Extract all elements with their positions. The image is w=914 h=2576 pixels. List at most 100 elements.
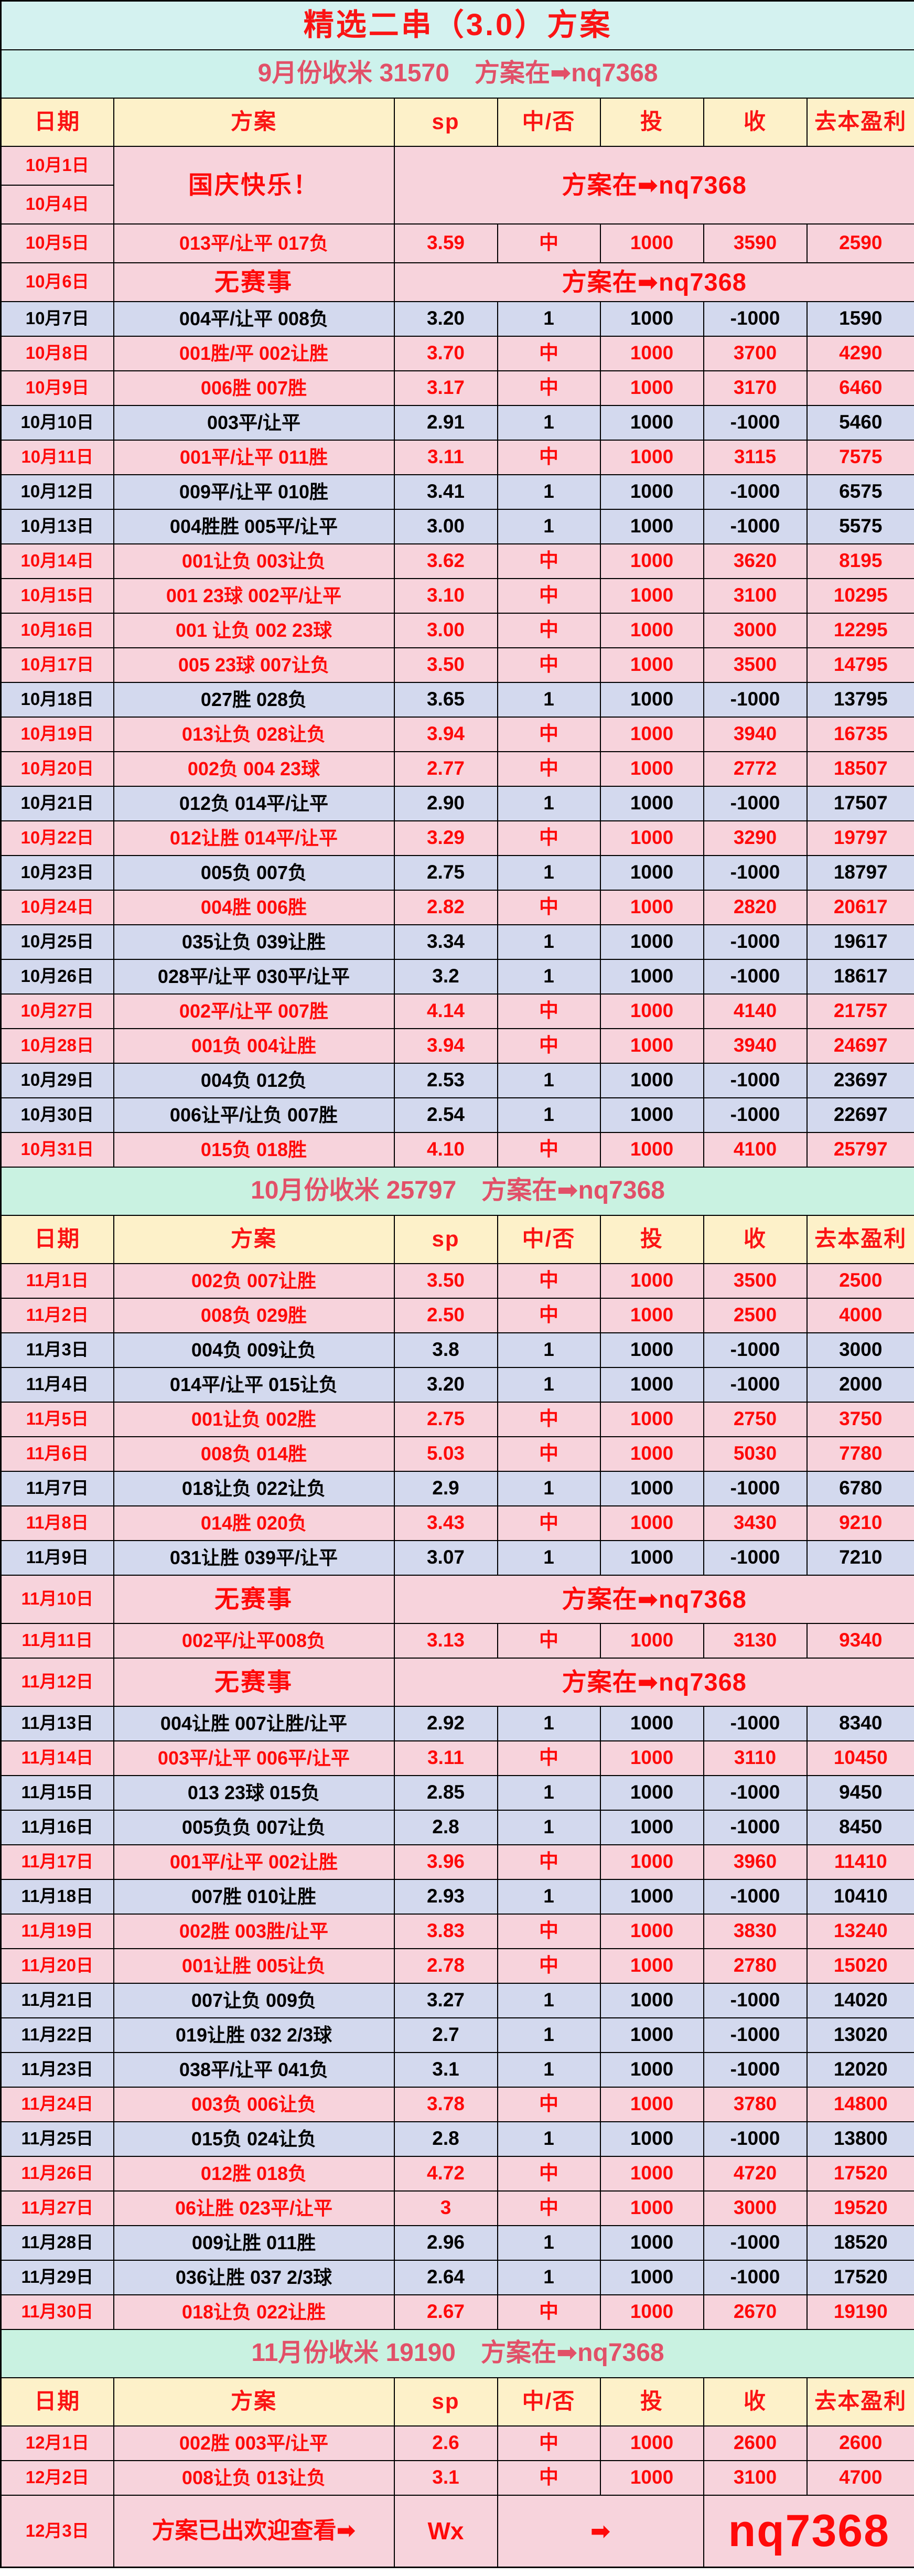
bet-cell: 1000 [599,404,704,441]
sp-cell: 3.59 [393,223,498,263]
sp-cell: 3.00 [393,612,498,648]
receive-cell: 4140 [703,993,808,1029]
profit-cell: 18520 [806,2225,914,2261]
date-cell: 11月18日 [0,1878,114,1915]
profit-cell: 14795 [806,647,914,683]
bet-cell: 1000 [599,1263,704,1299]
profit-cell: 6575 [806,474,914,510]
hit-cell: 1 [497,2225,601,2261]
plan-cell: 001平/让平 002让胜 [113,1844,395,1880]
bet-cell: 1000 [599,1844,704,1880]
column-header: 方案 [113,2377,395,2427]
plan-cell: 009平/让平 010胜 [113,474,395,510]
profit-cell: 8195 [806,543,914,579]
plan-cell: 001负 004让胜 [113,1028,395,1064]
sp-cell: 4.72 [393,2155,498,2192]
plan-cell: 007胜 010让胜 [113,1878,395,1915]
hit-cell: 1 [497,2017,601,2053]
hit-cell: 中 [497,1622,601,1659]
bet-cell: 1000 [599,958,704,995]
date-cell: 10月18日 [0,681,114,718]
sp-cell: 3.43 [393,1505,498,1541]
profit-cell: 4700 [806,2460,914,2496]
table-row: 10月22日 012让胜 014平/让平 3.29 中 1000 3290 19797 [0,820,914,856]
receive-cell: -1000 [703,474,808,510]
receive-cell: -1000 [703,1062,808,1098]
table-row: 10月24日 004胜 006胜 2.82 中 1000 2820 20617 [0,889,914,925]
profit-cell: 19190 [806,2294,914,2330]
date-cell: 10月7日 [0,301,114,337]
column-header: sp [393,97,498,147]
month-summary-row: 11月份收米 19190 方案在➡nq7368 [0,2328,914,2378]
column-header: 收 [703,97,808,147]
plan-cell: 国庆快乐！ [113,145,395,225]
plan-cell: 035让负 039让胜 [113,924,395,960]
plan-cell: 002胜 003平/让平 [113,2425,395,2461]
date-cell: 10月28日 [0,1028,114,1064]
table-row: 10月20日 002负 004 23球 2.77 中 1000 2772 18507 [0,751,914,787]
table-row: 11月11日 002平/让平008负 3.13 中 1000 3130 9340 [0,1622,914,1659]
table-row: 10月21日 012负 014平/让平 2.90 1 1000 -1000 17507 [0,785,914,821]
date-cell: 11月6日 [0,1436,114,1472]
sp-cell: 2.7 [393,2017,498,2053]
hit-cell: 中 [497,889,601,925]
table-row: 11月25日 015负 024让负 2.8 1 1000 -1000 13800 [0,2121,914,2157]
date-cell: 10月30日 [0,1097,114,1133]
date-cell: 11月13日 [0,1705,114,1741]
sp-cell: 2.6 [393,2425,498,2461]
plan-cell: 001 23球 002平/让平 [113,578,395,614]
hit-cell: 1 [497,681,601,718]
date-cell: 10月21日 [0,785,114,821]
column-header-row: 日期 方案 sp 中/否投收去本盈利 [0,2377,914,2427]
column-header-row: 日期 方案 sp 中/否投收去本盈利 [0,1214,914,1264]
receive-cell: 3000 [703,2190,808,2226]
bet-cell: 1000 [599,1809,704,1845]
receive-cell: 3780 [703,2086,808,2122]
hit-cell: 中 [497,2460,601,2496]
sp-cell: 3 [393,2190,498,2226]
column-header: sp [393,2377,498,2427]
plan-cell: 无赛事 [113,1574,395,1624]
hit-cell: 中 [497,223,601,263]
profit-cell: 13020 [806,2017,914,2053]
date-cell: 11月9日 [0,1540,114,1576]
receive-cell: 3830 [703,1913,808,1949]
hit-cell: 1 [497,958,601,995]
column-header: 去本盈利 [806,2377,914,2427]
receive-cell: -1000 [703,1982,808,2018]
sp-cell: 3.2 [393,958,498,995]
hit-cell: 1 [497,1097,601,1133]
table-row: 11月24日 003负 006让负 3.78 中 1000 3780 14800 [0,2086,914,2122]
sp-cell: 3.94 [393,1028,498,1064]
hit-cell: 中 [497,1401,601,1437]
table-row: 11月14日 003平/让平 006平/让平 3.11 中 1000 3110 10450 [0,1740,914,1776]
bet-cell: 1000 [599,1062,704,1098]
date-cell: 10月16日 [0,612,114,648]
no-match-row: 10月6日 无赛事 方案在➡nq7368 [0,262,914,302]
sp-cell: 2.93 [393,1878,498,1915]
sp-cell: 3.29 [393,820,498,856]
month-summary: 10月份收米 25797 方案在➡nq7368 [0,1166,914,1216]
hit-cell: 1 [497,1470,601,1506]
receive-cell: -1000 [703,301,808,337]
column-header: 方案 [113,97,395,147]
hit-cell: 中 [497,1028,601,1064]
sp-cell: 3.41 [393,474,498,510]
date-cell: 11月23日 [0,2051,114,2088]
bet-cell: 1000 [599,854,704,891]
bet-cell: 1000 [599,1982,704,2018]
plan-cell: 002平/让平008负 [113,1622,395,1659]
date-cell: 11月2日 [0,1297,114,1333]
table-row: 11月15日 013 23球 015负 2.85 1 1000 -1000 9450 [0,1775,914,1811]
plan-cell: 005负 007负 [113,854,395,891]
date-cell: 11月1日 [0,1263,114,1299]
table-row: 10月16日 001 让负 002 23球 3.00 中 1000 3000 12295 [0,612,914,648]
profit-cell: 17520 [806,2259,914,2295]
receive-cell: 3590 [703,223,808,263]
hit-cell: 1 [497,2051,601,2088]
profit-cell: 18617 [806,958,914,995]
hit-cell: 1 [497,2121,601,2157]
hit-cell: 1 [497,924,601,960]
receive-cell: -1000 [703,785,808,821]
profit-cell: 21757 [806,993,914,1029]
